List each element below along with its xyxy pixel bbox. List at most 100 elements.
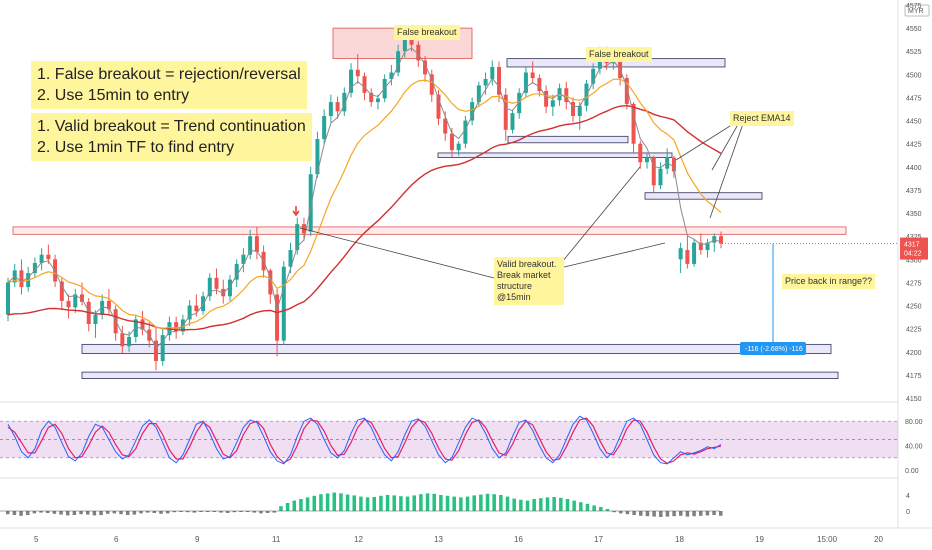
candle-body [375, 98, 380, 103]
candle-body [315, 139, 320, 175]
valid-breakout-line-2: Break market [497, 270, 551, 280]
momentum-bar [292, 500, 297, 511]
arrow-valid-right [559, 242, 666, 269]
momentum-bar [332, 492, 337, 511]
momentum-tick-label: 4 [906, 493, 910, 500]
momentum-bar [445, 495, 450, 511]
momentum-bar [659, 511, 663, 517]
price-tick-label: 4175 [906, 373, 922, 380]
price-tick-label: 4300 [906, 257, 922, 264]
price-tick-label: 4150 [906, 396, 922, 403]
momentum-bar [119, 511, 123, 515]
time-tick-label: 17 [594, 535, 603, 544]
price-tick-label: 4575 [906, 3, 922, 10]
candle-body [577, 105, 582, 116]
time-tick-label: 16 [514, 535, 523, 544]
candle-body [624, 78, 629, 104]
candle-body [476, 85, 481, 103]
candle-body [120, 333, 125, 347]
candle-body [295, 224, 300, 251]
momentum-bar [685, 511, 690, 517]
momentum-bar [425, 493, 430, 511]
momentum-bar [719, 511, 723, 516]
price-tick-label: 4375 [906, 188, 922, 195]
momentum-bar [199, 511, 203, 512]
candle-body [127, 336, 132, 347]
momentum-bar [52, 511, 57, 514]
note-false-breakout-line1: 1. False breakout = rejection/reversal [37, 66, 301, 83]
momentum-bar [499, 495, 503, 511]
measure-label-bg [740, 342, 806, 355]
candle-body [19, 270, 24, 288]
zone-box [81, 371, 839, 379]
momentum-bar [592, 505, 596, 511]
candle-body [449, 133, 454, 151]
candle-body [402, 37, 407, 52]
momentum-bar [159, 511, 163, 514]
momentum-bar [565, 499, 570, 511]
momentum-bar [352, 495, 357, 511]
momentum-bar [399, 496, 403, 511]
candle-body [328, 102, 333, 116]
candle-body [241, 254, 246, 264]
note-valid-breakout-line2: 2. Use 1min TF to find entry [37, 139, 235, 156]
candle-body [73, 294, 78, 308]
candle-body [369, 92, 374, 103]
valid-breakout-line-1: Valid breakout. [497, 259, 557, 269]
momentum-bar [225, 511, 230, 513]
momentum-bar [325, 493, 330, 511]
candle-body [685, 250, 690, 264]
momentum-bar [679, 511, 683, 516]
candle-body [698, 242, 703, 251]
time-tick-label: 18 [675, 535, 684, 544]
time-tick-label: 19 [755, 535, 764, 544]
candle-body [207, 277, 212, 297]
candle-body [503, 94, 508, 130]
candle-body [59, 281, 64, 301]
momentum-bar [392, 495, 396, 511]
valid-breakout-line-4: @15min [497, 292, 531, 302]
candle-body [187, 305, 192, 320]
candle-body [349, 69, 354, 93]
momentum-bar [512, 498, 516, 511]
time-tick-label: 5 [34, 535, 39, 544]
price-tick-label: 4250 [906, 304, 922, 311]
momentum-bar [19, 511, 23, 516]
momentum-bar [279, 506, 283, 511]
momentum-bar [32, 511, 37, 514]
candle-body [537, 78, 542, 91]
stoch-tick-label: 80.00 [905, 419, 923, 426]
momentum-bar [179, 511, 183, 512]
candle-body [658, 168, 663, 186]
candle-body [571, 102, 576, 116]
candle-body [638, 143, 643, 163]
candle-body [523, 72, 528, 93]
price-tick-label: 4475 [906, 95, 922, 102]
price-tick-label: 4275 [906, 280, 922, 287]
momentum-bar [699, 511, 703, 516]
note-false-breakout: 1. False breakout = rejection/reversal 2… [31, 61, 307, 109]
momentum-bar [559, 497, 563, 511]
candle-body [140, 319, 145, 330]
momentum-bar [99, 511, 103, 515]
candle-body [591, 68, 596, 84]
candle-body [416, 44, 421, 61]
candle-body [557, 88, 562, 101]
candle-body [470, 102, 475, 121]
candle-body [66, 300, 71, 308]
momentum-bar [639, 511, 643, 516]
momentum-bar [599, 507, 603, 511]
candle-body [692, 242, 697, 264]
momentum-bar [272, 511, 277, 513]
zone-box [12, 226, 847, 235]
candle-body [483, 78, 488, 86]
momentum-bar [252, 511, 257, 513]
candle-body [153, 340, 158, 362]
momentum-bar [305, 497, 310, 511]
zone-box [81, 343, 832, 355]
candle-body [510, 113, 515, 130]
momentum-bar [505, 496, 510, 511]
candle-body [174, 322, 179, 332]
time-tick-label: 12 [354, 535, 363, 544]
stoch-band [0, 421, 898, 458]
